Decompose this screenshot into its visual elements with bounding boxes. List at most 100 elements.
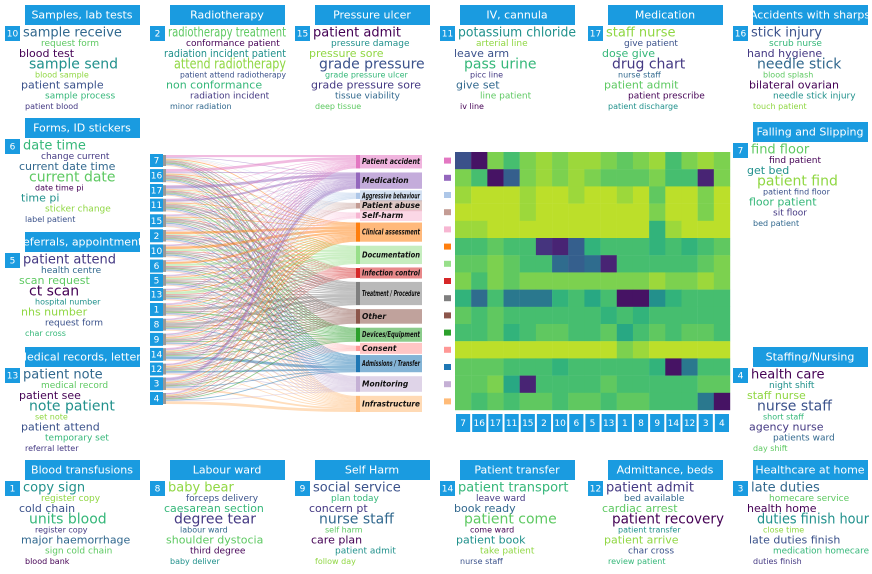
heatmap-cell <box>535 255 553 273</box>
heatmap-cell <box>649 392 666 411</box>
topic-title: Falling and Slipping <box>757 126 864 139</box>
heatmap-cell <box>503 186 520 204</box>
topic-word: picc line <box>470 71 503 80</box>
heatmap-cell <box>665 238 682 256</box>
sankey-source-badge <box>150 259 163 273</box>
topic-word: sample send <box>29 57 118 73</box>
topic-word: patient find <box>757 174 838 190</box>
topic-word: duties finish hour <box>757 512 869 528</box>
sankey-link <box>165 251 357 273</box>
sankey-link <box>165 301 357 355</box>
heatmap-cell <box>552 306 569 325</box>
topic-word: baby bear <box>168 481 235 496</box>
sankey-link <box>165 179 357 231</box>
sankey-source-node <box>162 274 166 286</box>
sankey-source-node <box>162 348 166 361</box>
topic-banner <box>753 122 868 142</box>
column-badge <box>472 414 487 432</box>
topic-word: tissue viability <box>335 92 401 102</box>
heatmap-cell <box>665 392 682 411</box>
heatmap-cell <box>552 152 569 170</box>
heatmap-cell <box>471 392 488 411</box>
topic-badge <box>150 481 165 496</box>
topic-word: short staff <box>763 413 804 422</box>
heatmap-cell <box>649 358 666 376</box>
heatmap-cell <box>568 186 585 204</box>
topic-word: label patient <box>25 215 75 224</box>
sankey-link <box>165 401 357 413</box>
topic-number: 1 <box>10 485 16 495</box>
row-color-key <box>444 312 451 319</box>
column-label: 8 <box>638 419 644 429</box>
heatmap-cell <box>681 169 698 187</box>
heatmap-cell <box>519 238 537 256</box>
sankey-source-label: 2 <box>154 232 160 242</box>
topic-banner <box>753 347 868 367</box>
topic-word: sample process <box>45 92 115 102</box>
category-box <box>360 267 422 279</box>
category-box <box>360 222 422 242</box>
heatmap-cell <box>455 306 472 325</box>
category-box <box>360 342 422 354</box>
topic-word: late duties <box>751 481 820 496</box>
heatmap-cell <box>552 238 569 256</box>
heatmap-cell <box>568 238 585 256</box>
sankey-link <box>165 179 357 246</box>
topic-word: pressure sore <box>309 47 384 60</box>
topic-word: caesarean section <box>164 502 264 515</box>
topic-word: request form <box>45 319 103 329</box>
heatmap-cell <box>487 392 504 411</box>
category-label: Documentation <box>362 250 420 259</box>
heatmap-cell <box>455 238 472 256</box>
sankey-link <box>165 203 357 249</box>
topic-banner <box>753 460 868 480</box>
sankey-source-node <box>162 392 166 404</box>
topic-title: Blood transfusions <box>31 464 133 477</box>
topic-badge <box>5 481 20 496</box>
heatmap-cell <box>697 306 715 325</box>
topic-word: bed available <box>624 494 685 504</box>
heatmap-cell <box>568 272 585 290</box>
topic-banner <box>460 460 575 480</box>
heatmap-cell <box>632 169 650 187</box>
column-badge <box>504 414 519 432</box>
sankey-link <box>165 164 357 304</box>
topic-word: social service <box>313 481 401 496</box>
sankey-target-node <box>356 395 360 412</box>
sankey-link <box>165 356 357 369</box>
heatmap-cell <box>487 289 504 307</box>
heatmap-cell <box>519 306 537 325</box>
heatmap-cell <box>713 238 731 256</box>
topic-word: patient attend radiotherapy <box>180 71 286 80</box>
topic-word: non conformance <box>166 79 262 92</box>
category-label: Patient abuse <box>362 201 420 210</box>
sankey-link <box>165 162 357 261</box>
heatmap-cell <box>471 289 488 307</box>
sankey-link <box>165 218 357 272</box>
heatmap-cell <box>600 289 617 307</box>
column-label: 3 <box>703 419 709 429</box>
heatmap-cell <box>455 152 472 170</box>
topic-badge <box>5 368 20 383</box>
topic-banner <box>460 5 575 25</box>
row-color-key <box>444 381 451 388</box>
sankey-source-badge <box>150 244 163 258</box>
topic-banner <box>170 460 285 480</box>
heatmap-cell <box>455 272 472 290</box>
topic-word: third degree <box>190 547 246 557</box>
sankey-target-node <box>356 268 360 278</box>
category-label: Infrastructure <box>362 399 420 408</box>
sankey-source-label: 11 <box>151 201 162 211</box>
topic-banner <box>608 460 723 480</box>
heatmap-cell <box>632 220 650 239</box>
heatmap-cell <box>649 186 666 204</box>
heatmap-cell <box>665 324 682 342</box>
topic-word: pass urine <box>464 57 537 73</box>
topic-word: patient admit <box>604 79 679 92</box>
sankey-link <box>165 178 357 216</box>
topic-banner <box>315 460 430 480</box>
heatmap-cell <box>471 255 488 273</box>
sankey-source-label: 14 <box>151 350 163 360</box>
topic-word: patient recovery <box>612 512 724 528</box>
